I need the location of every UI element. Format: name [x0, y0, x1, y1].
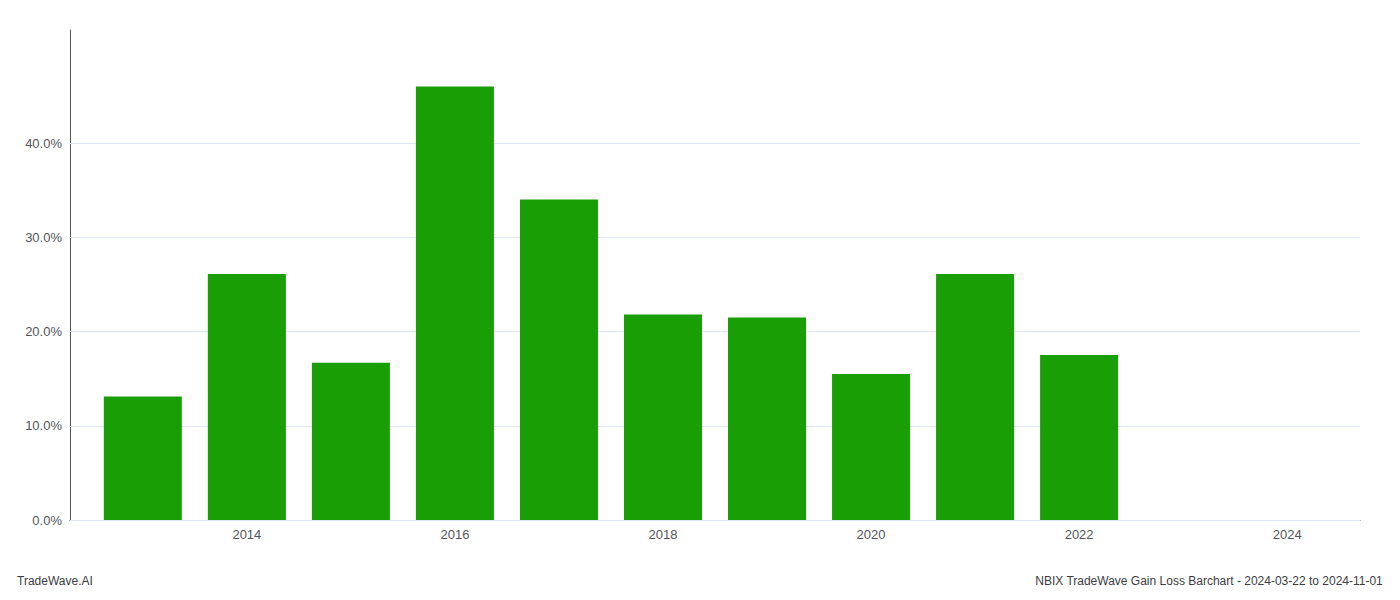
svg-text:TradeWave.AI: TradeWave.AI — [17, 574, 93, 588]
svg-text:20.0%: 20.0% — [25, 324, 62, 339]
svg-text:2014: 2014 — [232, 527, 261, 542]
svg-text:30.0%: 30.0% — [25, 230, 62, 245]
svg-text:2024: 2024 — [1273, 527, 1302, 542]
svg-text:10.0%: 10.0% — [25, 418, 62, 433]
svg-text:2022: 2022 — [1065, 527, 1094, 542]
svg-text:0.0%: 0.0% — [32, 513, 62, 528]
svg-text:40.0%: 40.0% — [25, 136, 62, 151]
svg-text:2018: 2018 — [649, 527, 678, 542]
svg-text:2020: 2020 — [857, 527, 886, 542]
svg-text:NBIX TradeWave Gain Loss Barch: NBIX TradeWave Gain Loss Barchart - 2024… — [1035, 574, 1383, 588]
svg-text:2016: 2016 — [440, 527, 469, 542]
